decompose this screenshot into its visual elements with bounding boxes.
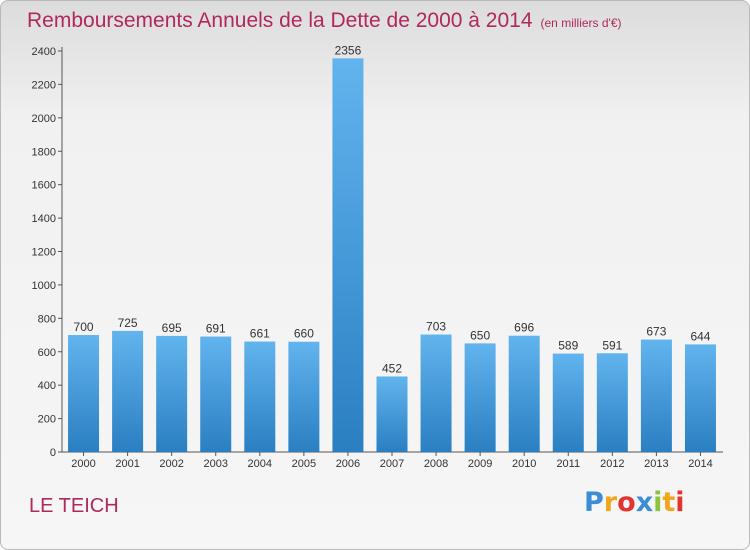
x-tick-label: 2010 [512,458,536,470]
logo-letter: o [617,487,636,518]
bar-2014 [684,344,716,452]
data-label: 703 [426,320,446,334]
chart-title-text: Remboursements Annuels de la Dette de 20… [27,9,533,32]
x-tick-label: 2013 [644,458,668,470]
town-name: LE TEICH [29,495,119,517]
bar-2009 [464,343,496,452]
bar-2006 [332,58,364,453]
data-label: 673 [646,325,666,339]
y-tick-label: 600 [38,347,56,359]
bar-2011 [552,353,584,452]
data-label: 661 [250,327,270,341]
y-tick-label: 1600 [32,180,56,192]
x-tick-label: 2004 [248,458,272,470]
y-tick-label: 800 [38,313,56,325]
data-label: 700 [74,320,94,334]
logo-letter: t [662,487,676,518]
chart-bars [68,58,716,453]
data-label: 589 [558,339,578,353]
data-label: 691 [206,322,226,336]
y-tick-label: 1800 [32,146,56,158]
bar-2008 [420,334,452,452]
x-tick-label: 2014 [688,458,712,470]
chart-unit: (en milliers d'€) [540,16,622,30]
data-label: 725 [118,316,138,330]
logo-letter: r [603,487,618,518]
chart-title: Remboursements Annuels de la Dette de 20… [27,9,622,33]
y-tick-label: 200 [38,414,56,426]
data-label: 650 [470,328,490,342]
y-tick-label: 1000 [32,280,56,292]
x-tick-label: 2003 [203,458,227,470]
x-tick-label: 2006 [336,458,360,470]
data-label: 695 [162,321,182,335]
proxiti-logo[interactable]: Proxiti [584,487,685,518]
data-label: 696 [514,321,534,335]
bar-2003 [200,336,232,452]
bar-2013 [640,339,672,452]
logo-letter: x [635,487,654,518]
y-tick-label: 2000 [32,113,56,125]
bar-2005 [288,341,320,452]
y-tick-label: 0 [50,447,56,459]
data-label: 644 [690,329,710,343]
bar-2010 [508,335,540,452]
data-label: 2356 [335,43,362,57]
x-tick-label: 2007 [380,458,404,470]
y-tick-label: 2200 [32,79,56,91]
logo-letter: P [584,487,604,518]
bar-2007 [376,376,408,452]
x-tick-label: 2009 [468,458,492,470]
x-tick-label: 2012 [600,458,624,470]
y-tick-label: 1400 [32,213,56,225]
y-tick-label: 2400 [32,46,56,58]
bar-2001 [112,330,144,452]
bar-2000 [68,335,100,452]
data-label: 591 [602,338,622,352]
x-tick-label: 2001 [115,458,139,470]
y-tick-label: 400 [38,380,56,392]
x-tick-label: 2005 [292,458,316,470]
bar-2012 [596,353,628,452]
data-label: 660 [294,327,314,341]
x-tick-label: 2000 [71,458,95,470]
data-label: 452 [382,361,402,375]
bar-2004 [244,341,276,452]
logo-letter: i [675,487,685,518]
chart-labels: 2000 700 2001 725 2002 695 2003 691 2004 661 2005 6… [71,43,712,470]
x-tick-label: 2008 [424,458,448,470]
logo-letter: i [653,487,663,518]
x-tick-label: 2002 [159,458,183,470]
bar-2002 [156,335,188,452]
y-tick-label: 1200 [32,247,56,259]
x-tick-label: 2011 [556,458,580,470]
